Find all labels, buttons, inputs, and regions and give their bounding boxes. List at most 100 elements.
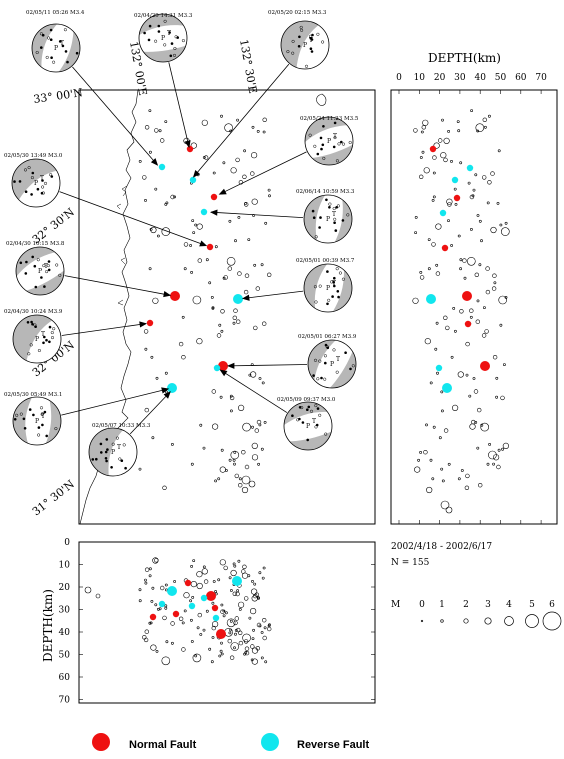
depth-dot-bottom (192, 653, 202, 663)
pointer-line (242, 290, 304, 299)
epicenter-dot (155, 376, 159, 380)
depth-dot-bottom (150, 600, 154, 603)
epicenter-dot (143, 329, 149, 334)
depth-dot-bottom (151, 586, 155, 590)
pointer-line (72, 66, 158, 166)
reverse-fault-depths-bottom (158, 576, 242, 622)
depth-dot-bottom (160, 585, 165, 591)
large-event-dot (84, 586, 92, 594)
svg-text:P: P (54, 45, 58, 52)
epicenter-dot (230, 167, 237, 174)
magnitude-value: 0 (419, 600, 425, 610)
depth-tick-top: 70 (535, 73, 547, 83)
depth-dot-right (453, 329, 457, 333)
epicenter-dot (227, 266, 233, 271)
depth-dot-right (504, 295, 508, 299)
large-event-dot (95, 593, 101, 599)
depth-dot-bottom (148, 567, 152, 571)
depth-dot-bottom (248, 616, 252, 620)
depth-dot-bottom (173, 580, 177, 583)
legend-normal-swatch (92, 733, 110, 751)
large-event-dot (241, 475, 251, 485)
epicenter-dot (248, 373, 252, 377)
epicenter-dot (220, 309, 225, 314)
epicenter-dot (244, 273, 250, 278)
depth-dot-right (435, 223, 442, 230)
depth-dot-right (470, 109, 474, 113)
depth-dot-bottom (192, 559, 196, 563)
depth-dot-bottom (236, 589, 240, 593)
mechanism-label: 02/05/01 00:39 M3.7 (296, 258, 355, 264)
svg-text:P: P (330, 361, 334, 368)
depth-dot-right (422, 119, 429, 126)
epicenter-dot (253, 263, 257, 267)
epicenter-dot (236, 118, 240, 122)
epicenter-dot (255, 286, 260, 291)
epicenter-dot (267, 272, 272, 277)
pointer-line (219, 151, 307, 195)
depth-dot-bottom (218, 654, 222, 658)
depth-dot-bottom (244, 596, 249, 601)
magnitude-circle (525, 614, 539, 628)
depth-dot-bottom (170, 641, 174, 645)
depth-dot-bottom (220, 652, 224, 656)
mechanism-label: 02/05/01 06:27 M3.9 (298, 334, 357, 340)
reverse-fault-depth (167, 586, 177, 596)
depth-dot-right (425, 423, 428, 427)
epicenter-dot (151, 436, 155, 440)
depth-dot-bottom (220, 609, 225, 614)
svg-text:T: T (312, 418, 316, 425)
epicenter-dot (232, 458, 236, 462)
depth-tick-top: 50 (495, 73, 507, 83)
reverse-fault-depths-right (426, 164, 474, 393)
depth-dot-right (487, 114, 491, 118)
epicenter-dot (202, 446, 206, 450)
depth-dot-right (436, 371, 439, 375)
epicenter-dot (234, 239, 237, 243)
depth-dot-bottom (232, 562, 236, 566)
epicenter-dot (183, 267, 187, 271)
depth-dot-right (438, 436, 442, 440)
depth-dot-bottom (261, 576, 265, 580)
depth-dot-right (469, 315, 473, 319)
depth-dot-bottom (205, 609, 209, 613)
depth-dot-bottom (223, 565, 228, 571)
depth-dot-bottom (143, 637, 149, 643)
mechanism-label: 02/04/30 10:15 M3.8 (6, 241, 65, 247)
epicenter-dot (228, 458, 232, 462)
epicenter-dot (258, 377, 262, 380)
depth-dot-right (465, 341, 470, 347)
normal-fault-depth (184, 579, 192, 587)
epicenter-dot (234, 473, 240, 479)
epicenter-dot (148, 150, 152, 154)
reverse-fault-depth (232, 576, 242, 586)
magnitude-circle (542, 611, 562, 631)
depth-dot-bottom (244, 646, 250, 651)
depth-dot-bottom (164, 583, 168, 587)
reverse-fault-depth (200, 594, 208, 602)
depth-tick-top: 20 (434, 73, 446, 83)
depth-dot-right (476, 299, 480, 303)
depth-dot-bottom (251, 647, 259, 654)
normal-fault-depth (172, 610, 180, 618)
epicenter-dot (162, 485, 167, 490)
epicenter-dot (244, 464, 250, 470)
epicenter-dot (262, 130, 266, 134)
epicenter-dot (144, 347, 148, 351)
depth-dot-right (419, 275, 425, 280)
depth-dot-right (498, 295, 508, 305)
depth-dot-right (459, 161, 463, 165)
depth-dot-right (464, 485, 470, 490)
pointer-arrowhead (209, 209, 218, 216)
depth-dot-bottom (138, 588, 142, 592)
depth-dot-right (435, 321, 439, 325)
depth-dot-right (490, 171, 495, 176)
epicenter-dot (214, 479, 218, 483)
depth-dot-right (457, 371, 464, 378)
epicenter-dot (226, 256, 236, 266)
pointer-arrowhead (199, 240, 208, 247)
depth-dot-bottom (230, 569, 237, 577)
epicenter-dot (251, 125, 255, 129)
normal-fault-depth (206, 591, 216, 601)
epicenter-dot (219, 466, 226, 473)
